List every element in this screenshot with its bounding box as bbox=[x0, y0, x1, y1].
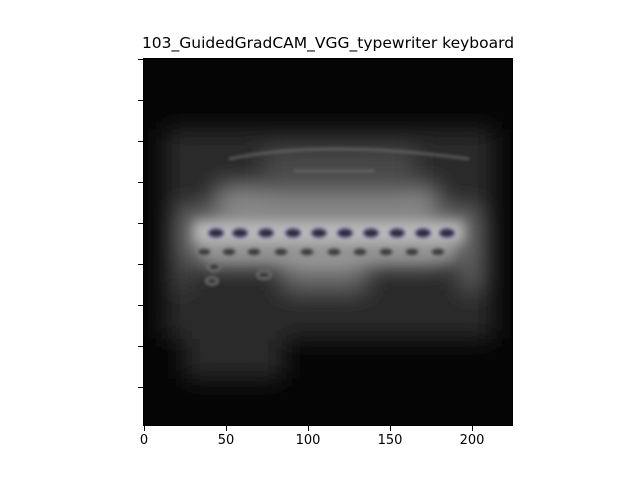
x-tick-label: 200 bbox=[459, 433, 485, 448]
x-tick-label: 100 bbox=[295, 433, 321, 448]
x-tick-label: 0 bbox=[139, 433, 149, 448]
figure-title: 103_GuidedGradCAM_VGG_typewriter keyboar… bbox=[141, 34, 515, 52]
heatmap-image bbox=[144, 59, 512, 425]
heatmap-image-frame bbox=[143, 58, 513, 426]
x-tick-label: 50 bbox=[217, 433, 235, 448]
x-tick-label: 150 bbox=[377, 433, 403, 448]
